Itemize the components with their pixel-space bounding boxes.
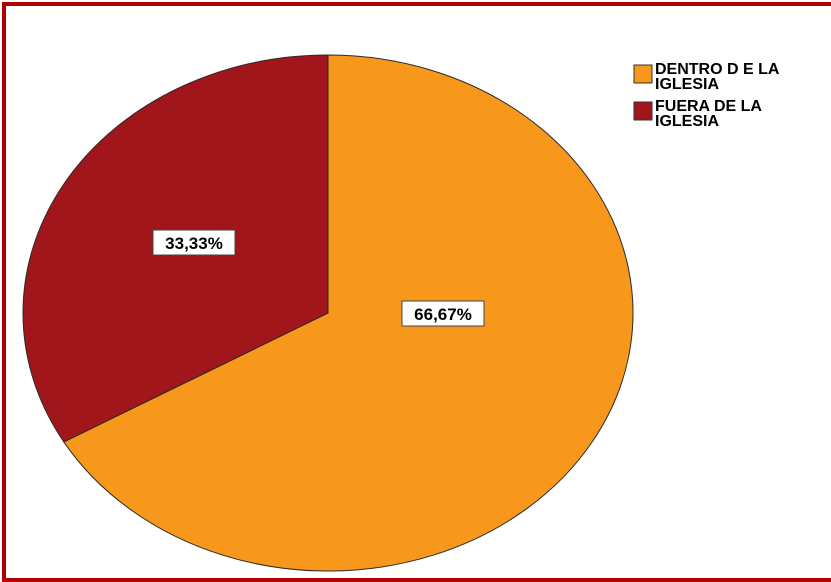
slice-label-2: 33,33% (153, 230, 235, 255)
legend-swatch-1 (634, 65, 652, 83)
legend-label-2-line-2: IGLESIA (655, 113, 719, 130)
legend-swatch-2 (634, 102, 652, 120)
svg-text:66,67%: 66,67% (414, 305, 472, 324)
svg-text:33,33%: 33,33% (165, 234, 223, 253)
pie-slices (23, 55, 633, 571)
legend-label-1-line-2: IGLESIA (655, 76, 719, 93)
slice-label-1: 66,67% (402, 301, 484, 326)
